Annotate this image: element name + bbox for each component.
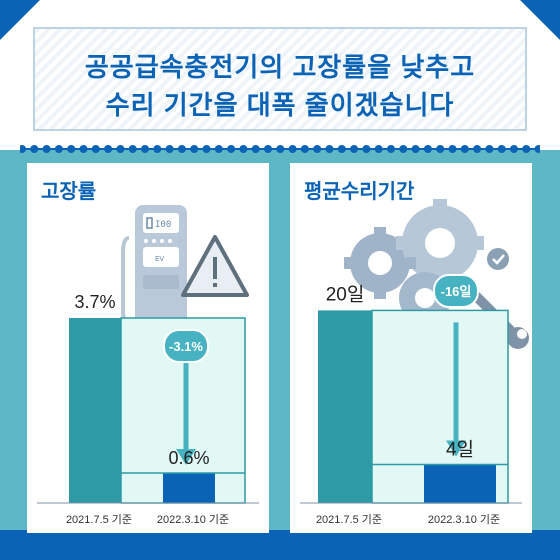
- divider-dot: [251, 145, 260, 153]
- divider-dot: [497, 145, 506, 153]
- divider-dot: [141, 145, 149, 153]
- warning-icon: [181, 235, 249, 297]
- failure-rate-chart: I00 EV -3.1% 3.7% 0.6% 2021.7.5 기준 2022.3.10…: [37, 205, 259, 526]
- divider-dot: [337, 145, 346, 153]
- divider-dot: [350, 145, 359, 153]
- failure-rate-panel: 고장률 I00 EV -3.1% 3.7% 0.6% 2021.7.5: [27, 163, 269, 533]
- divider-dot: [460, 145, 469, 153]
- divider-dot: [264, 145, 272, 153]
- decrease-arrowhead: [176, 449, 196, 465]
- title-box: 공공급속충전기의 고장률을 낮추고 수리 기간을 대폭 줄이겠습니다: [33, 27, 527, 131]
- divider-dot: [104, 145, 113, 153]
- category-label-2022: 2022.3.10 기준: [157, 513, 229, 526]
- divider-dot: [374, 145, 383, 153]
- svg-text:I00: I00: [155, 220, 171, 230]
- value-label-2022: 0.6%: [168, 448, 209, 468]
- divider-dot: [448, 145, 457, 153]
- title-line-1: 공공급속충전기의 고장률을 낮추고: [84, 52, 476, 82]
- divider-dot: [485, 145, 494, 153]
- value-label-2021: 20일: [326, 283, 365, 305]
- failure-rate-title: 고장률: [41, 181, 97, 203]
- change-badge: [163, 329, 209, 363]
- repair-period-title: 평균수리기간: [304, 181, 415, 203]
- divider-dot: [276, 145, 285, 153]
- divider-dot: [54, 145, 63, 153]
- bar-2022: [163, 473, 215, 503]
- divider-dot: [165, 145, 174, 153]
- bar-2022: [424, 464, 496, 503]
- divider-dot: [325, 145, 334, 153]
- repair-period-chart: -16일 20일 4일 2021.7.5 기준 2022.3.10 기준: [300, 199, 529, 526]
- divider-dot: [67, 145, 76, 153]
- bar-2021: [318, 310, 372, 503]
- value-label-2021: 3.7%: [74, 292, 115, 312]
- change-badge: [433, 274, 479, 308]
- divider-dot: [177, 145, 186, 153]
- divider-dot: [202, 145, 211, 153]
- divider-dot: [387, 145, 395, 153]
- divider-dot: [227, 145, 236, 153]
- repair-period-panel: 평균수리기간: [290, 163, 532, 533]
- divider-dot: [42, 145, 51, 153]
- divider-dot: [411, 145, 420, 153]
- divider-dot: [288, 145, 297, 153]
- divider-dot: [534, 145, 540, 153]
- divider-dot: [362, 145, 371, 153]
- divider-dot: [214, 145, 223, 153]
- value-label-2022: 4일: [446, 438, 474, 460]
- divider-dot: [190, 145, 199, 153]
- bar-2021: [69, 318, 121, 503]
- category-label-2022: 2022.3.10 기준: [428, 513, 500, 526]
- divider-dot: [91, 145, 100, 153]
- divider-dot: [128, 145, 137, 153]
- divider-dot: [313, 145, 322, 153]
- check-icon: [487, 248, 509, 270]
- svg-text:EV: EV: [155, 255, 164, 263]
- change-label: -3.1%: [169, 339, 203, 354]
- divider-dot: [473, 145, 482, 153]
- category-label-2021: 2021.7.5 기준: [316, 513, 382, 526]
- category-label-2021: 2021.7.5 기준: [66, 513, 132, 526]
- divider-dot: [300, 145, 309, 153]
- dotted-divider: [20, 145, 540, 153]
- divider-dot: [436, 145, 445, 153]
- title-line-2: 수리 기간을 대폭 줄이겠습니다: [105, 90, 455, 120]
- divider-dot: [522, 145, 531, 153]
- divider-dot: [79, 145, 88, 153]
- divider-dot: [399, 145, 408, 153]
- divider-dot: [153, 145, 162, 153]
- divider-dot: [116, 145, 125, 153]
- change-label: -16일: [441, 284, 472, 299]
- divider-dot: [239, 145, 248, 153]
- divider-dot: [510, 145, 518, 153]
- divider-dot: [30, 145, 39, 153]
- decrease-arrowhead: [446, 440, 466, 457]
- bottom-bar: [0, 530, 560, 560]
- divider-dot: [423, 145, 432, 153]
- divider-dot: [20, 145, 26, 153]
